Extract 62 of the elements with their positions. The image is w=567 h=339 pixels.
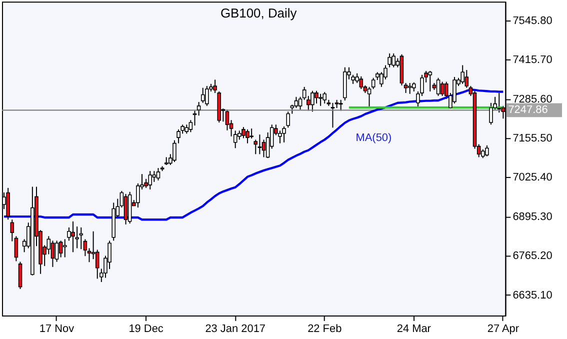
candlestick — [205, 86, 209, 106]
ref-line-label: 7247.86 — [508, 104, 548, 116]
candlestick — [6, 187, 10, 220]
candlestick — [436, 77, 440, 96]
x-tick-label: 19 Dec — [128, 322, 164, 335]
candlestick — [18, 261, 22, 290]
candlestick — [428, 70, 432, 92]
candlestick — [14, 236, 18, 262]
y-tick-label: 6765.20 — [512, 250, 552, 262]
candlestick — [388, 52, 392, 68]
candlestick — [404, 82, 408, 94]
candlestick — [58, 240, 63, 258]
x-tick-label: 23 Jan 2017 — [205, 322, 266, 335]
candlestick — [262, 139, 266, 158]
candlestick — [225, 109, 230, 131]
candlestick — [148, 170, 152, 190]
candlestick — [184, 124, 189, 134]
x-tick-label: 17 Nov — [39, 322, 75, 335]
candlestick — [294, 96, 298, 109]
candlestick — [200, 87, 205, 104]
candlestick — [156, 168, 160, 181]
candlestick — [10, 219, 14, 242]
candlestick — [188, 120, 193, 133]
y-tick-label: 6635.10 — [512, 289, 552, 302]
candlestick — [359, 76, 364, 90]
candlestick — [310, 90, 314, 112]
y-tick-label: 7415.70 — [512, 54, 552, 66]
x-tick-label: 27 Apr — [487, 322, 520, 335]
candlestick — [440, 81, 444, 96]
candlestick — [124, 193, 128, 225]
y-tick-label: 7155.50 — [512, 132, 552, 145]
candlestick — [485, 144, 489, 157]
y-tick-label: 6895.30 — [512, 210, 552, 223]
candlestick — [79, 226, 84, 250]
candlestick — [460, 64, 464, 84]
candlestick — [412, 82, 416, 92]
candlestick — [318, 93, 322, 106]
candlestick — [63, 238, 67, 258]
candlestick — [71, 220, 75, 253]
candlestick — [54, 240, 59, 262]
y-tick-label: 7025.40 — [512, 172, 552, 184]
candlestick — [314, 90, 318, 104]
candlestick — [152, 170, 156, 182]
candlestick — [452, 76, 456, 104]
candlestick — [322, 92, 327, 104]
annotation: MA(50) — [356, 132, 392, 144]
candlestick — [246, 128, 250, 144]
candlestick — [408, 82, 412, 94]
x-tick-label: 22 Feb — [308, 322, 342, 335]
candlestick — [258, 134, 262, 155]
candlestick — [192, 110, 197, 126]
y-tick-label: 7285.60 — [512, 93, 552, 106]
candlestick — [50, 240, 55, 268]
candlestick — [392, 52, 396, 68]
candlestick — [497, 92, 502, 114]
candlestick — [250, 128, 254, 139]
chart-title: GB100, Daily — [220, 6, 298, 21]
candlestick — [282, 126, 286, 143]
candlestick — [330, 102, 335, 128]
x-tick-label: 24 Mar — [396, 322, 432, 335]
y-tick-label: 7545.80 — [512, 14, 552, 27]
candlestick — [196, 101, 201, 116]
